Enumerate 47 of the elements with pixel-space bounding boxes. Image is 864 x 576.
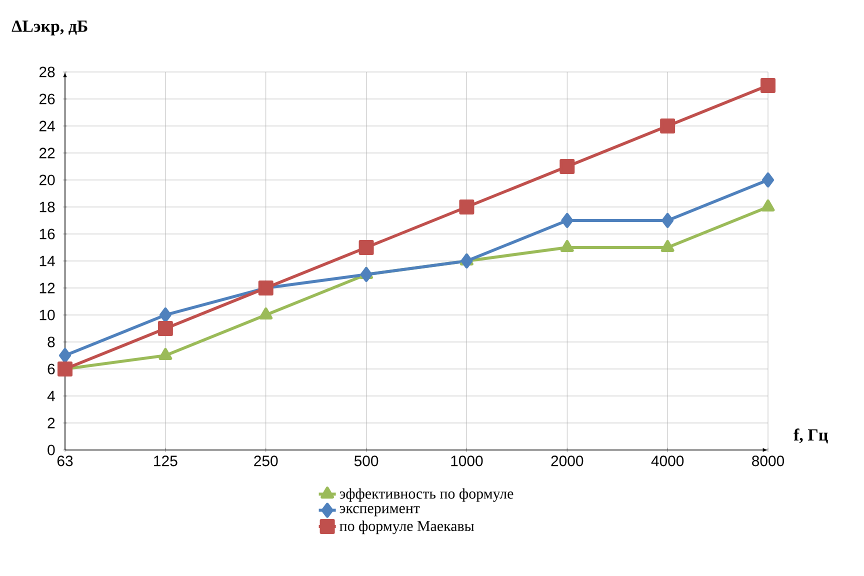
y-tick-label: 6: [48, 364, 55, 374]
x-tick-label: 63: [57, 456, 73, 466]
point: [58, 361, 73, 376]
x-tick-label: 2000: [551, 456, 584, 466]
x-tick-label: 4000: [651, 456, 684, 466]
point: [59, 348, 72, 363]
point: [762, 172, 774, 188]
point: [158, 348, 172, 360]
x-tick-label: 8000: [752, 456, 784, 466]
legend-label: эксперимент: [340, 506, 420, 516]
point: [159, 307, 172, 322]
point: [259, 307, 273, 320]
point: [460, 253, 473, 268]
y-tick-label: 20: [39, 174, 55, 186]
point: [660, 240, 674, 252]
y-tick-label: 16: [40, 228, 55, 240]
point: [561, 212, 574, 228]
x-tick-label: 500: [354, 456, 378, 466]
y-tick-label: 24: [39, 120, 55, 132]
point: [560, 158, 575, 174]
y-tick-label: 8: [48, 336, 55, 348]
point: [158, 320, 173, 336]
point: [560, 240, 574, 252]
x-axis-title: f, Гц: [794, 428, 828, 444]
y-tick-label: 4: [47, 390, 55, 402]
point: [662, 212, 674, 228]
x-tick-label: 250: [254, 456, 278, 466]
y-axis-title: ΔLэкр, дБ: [12, 20, 88, 36]
y-tick-label: 18: [40, 202, 55, 212]
point: [459, 199, 474, 214]
x-tick-label: 125: [154, 456, 178, 466]
x-tick-label: 1000: [451, 456, 483, 466]
y-tick-label: 26: [39, 94, 55, 104]
point: [360, 266, 372, 282]
y-tick-label: 22: [39, 148, 55, 158]
y-tick-label: 28: [39, 66, 55, 78]
y-tick-label: 0: [48, 444, 55, 456]
y-tick-label: 10: [40, 310, 55, 320]
y-tick-label: 14: [40, 256, 55, 266]
point: [761, 199, 775, 212]
point: [660, 118, 676, 134]
point: [760, 78, 776, 93]
legend-label: эффективность по формуле: [340, 488, 514, 502]
y-tick-label: 12: [40, 282, 55, 294]
legend-label: по формуле Маекавы: [340, 520, 474, 534]
y-tick-label: 2: [48, 418, 55, 428]
point: [358, 240, 374, 255]
